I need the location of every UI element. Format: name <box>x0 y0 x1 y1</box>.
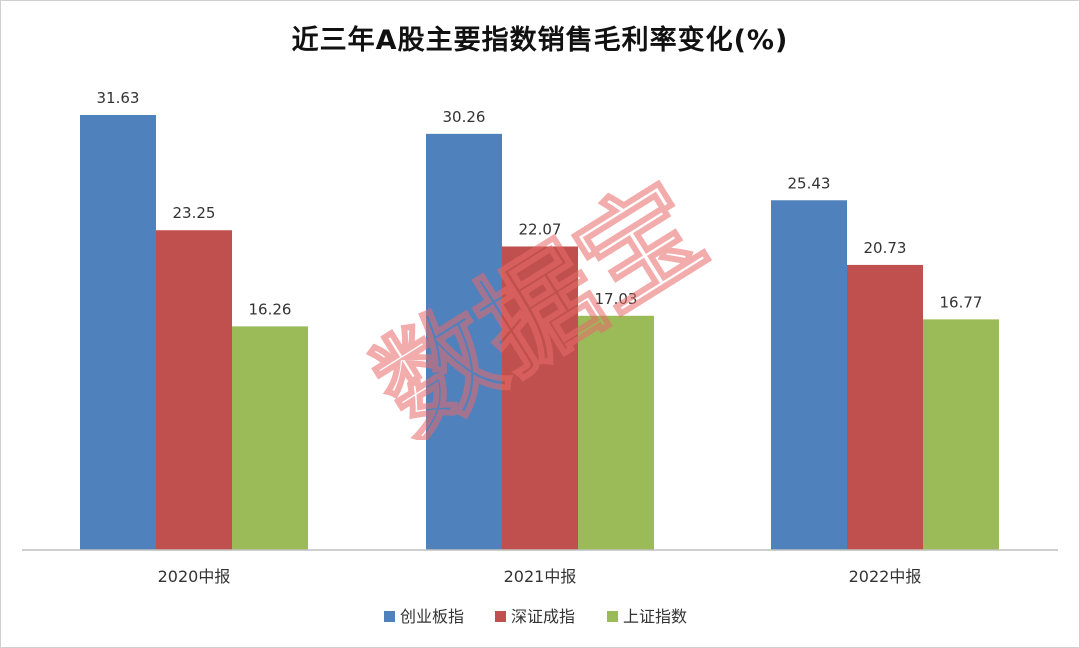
category-labels-group: 2020中报 2021中报 2022中报 <box>158 567 922 586</box>
legend: 创业板指 深证成指 上证指数 <box>384 607 687 626</box>
category-label-3: 2022中报 <box>849 567 922 586</box>
data-label-2-cat-3: 20.73 <box>864 239 907 257</box>
bar-2-cat-1 <box>156 230 232 551</box>
data-label-3-cat-1: 16.26 <box>249 300 292 318</box>
data-labels-group: 31.63 23.25 16.26 30.26 22.07 17.03 25.43 20.73… <box>97 89 983 318</box>
bar-3-cat-1 <box>232 326 308 550</box>
legend-label-1: 创业板指 <box>400 607 464 626</box>
data-label-1-cat-2: 30.26 <box>443 108 486 126</box>
data-label-3-cat-2: 17.03 <box>595 290 638 308</box>
bar-1-cat-1 <box>80 115 156 550</box>
bar-2-cat-3 <box>847 264 923 550</box>
legend-swatch-3 <box>607 611 618 622</box>
legend-label-2: 深证成指 <box>511 607 575 626</box>
bar-1-cat-2 <box>426 133 502 550</box>
data-label-1-cat-3: 25.43 <box>788 174 831 192</box>
category-label-1: 2020中报 <box>158 567 231 586</box>
category-label-2: 2021中报 <box>504 567 577 586</box>
legend-swatch-1 <box>384 611 395 622</box>
bars-group <box>80 115 999 551</box>
bar-1-cat-3 <box>771 200 847 550</box>
data-label-3-cat-3: 16.77 <box>940 293 983 311</box>
bar-3-cat-3 <box>923 319 999 550</box>
bar-2-cat-2 <box>502 246 578 550</box>
data-label-2-cat-1: 23.25 <box>173 204 216 222</box>
chart-title: 近三年A股主要指数销售毛利率变化(%) <box>291 25 789 56</box>
bar-3-cat-2 <box>578 315 654 550</box>
data-label-2-cat-2: 22.07 <box>519 220 562 238</box>
legend-swatch-2 <box>495 611 506 622</box>
data-label-1-cat-1: 31.63 <box>97 89 140 107</box>
legend-label-3: 上证指数 <box>623 607 687 626</box>
